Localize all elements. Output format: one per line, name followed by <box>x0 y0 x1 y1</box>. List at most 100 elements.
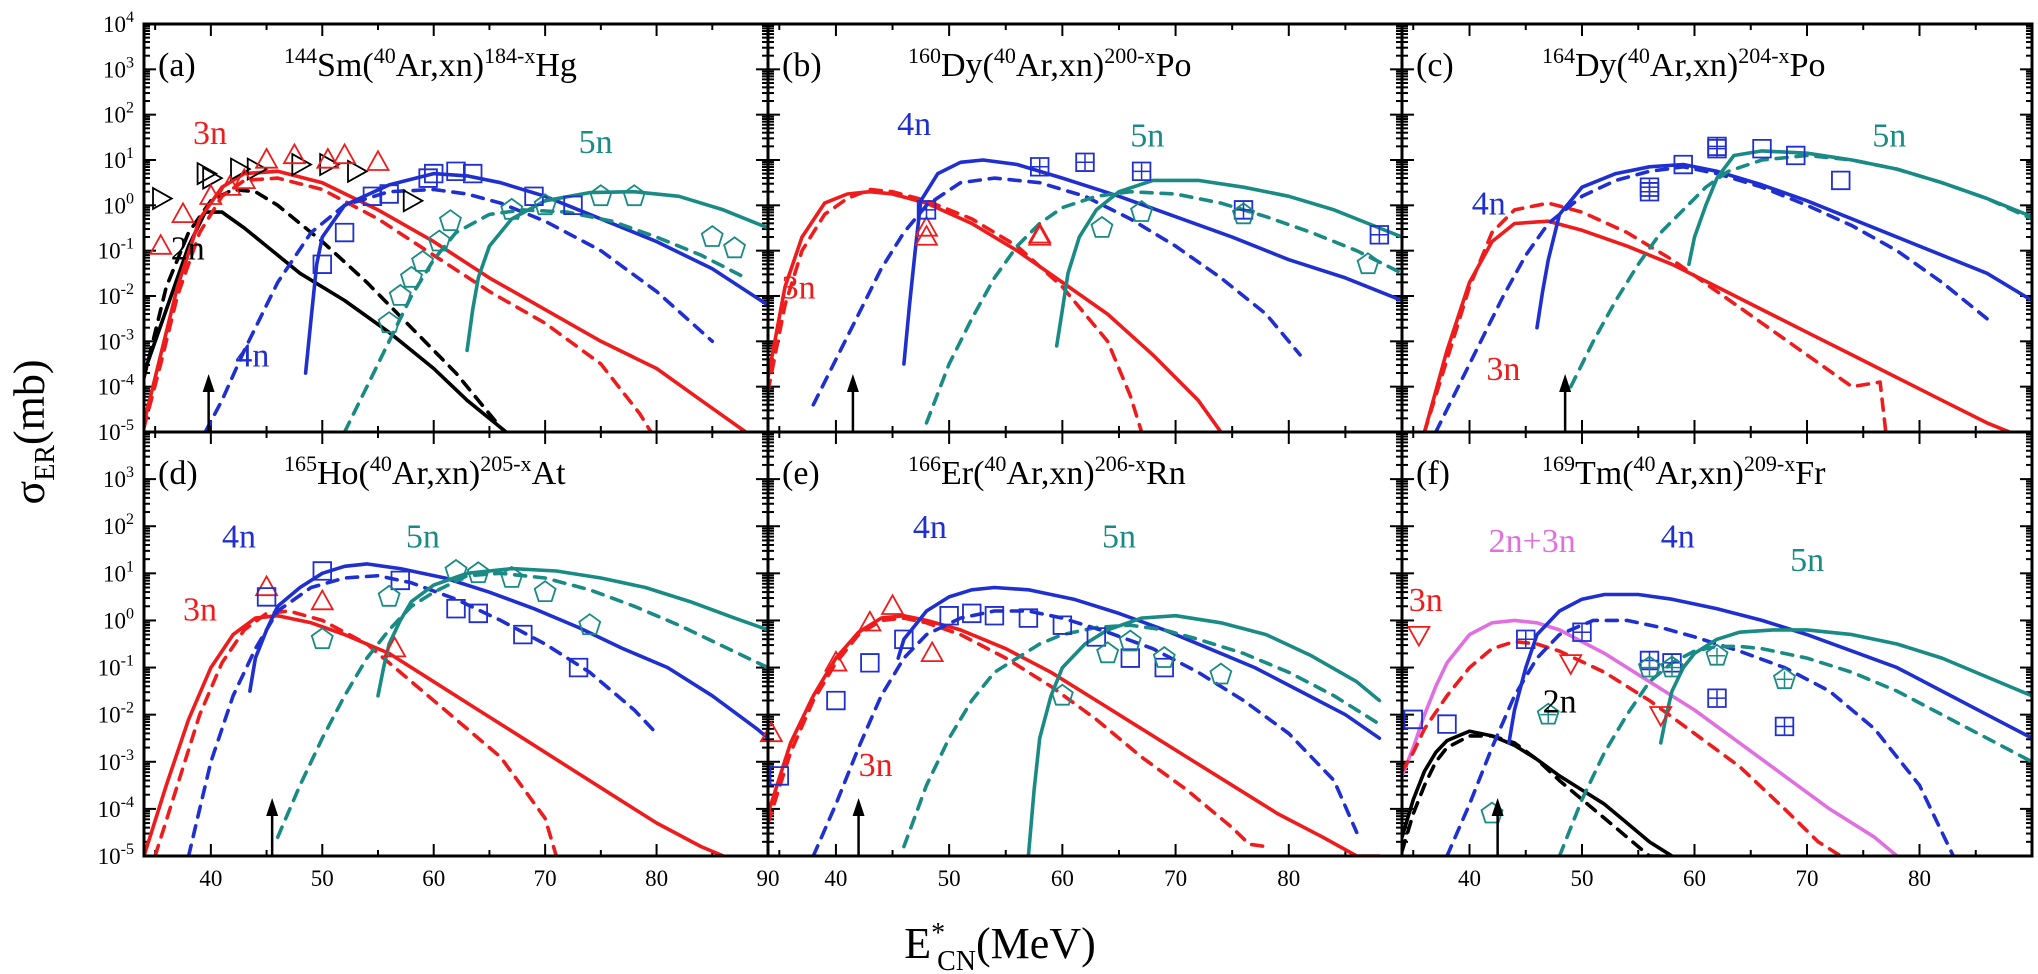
curve-3n-solid <box>768 189 1223 432</box>
curves <box>768 158 1402 432</box>
data-point-3n <box>914 224 939 246</box>
data-point-4n <box>1572 622 1592 642</box>
curve-5n-solid <box>1687 149 2032 267</box>
data-point-5n <box>1705 643 1729 666</box>
data-point-4n <box>312 561 332 581</box>
x-tick-label: 40 <box>199 866 222 891</box>
channel-label-5n: 5n <box>579 124 613 161</box>
data-point-3n <box>857 609 882 632</box>
curves <box>144 169 768 432</box>
data-point-3n <box>1027 221 1052 244</box>
curve-5n-solid <box>1659 628 2032 745</box>
data-point-4n <box>860 653 880 673</box>
data-point-5n <box>1096 641 1120 664</box>
data-point-4n <box>1786 145 1806 166</box>
y-tick-label: 10-4 <box>98 794 134 822</box>
y-tick-label: 103 <box>103 54 134 82</box>
data-point-3n <box>332 142 357 165</box>
x-tick-label: 50 <box>938 866 961 891</box>
y-tick-label: 10-5 <box>98 417 134 445</box>
panel-e: 3n 4n 5n (e) 166Er(40Ar,xn)206-xRn 40 50 60 70 80 <box>759 430 1404 891</box>
data-point-2n <box>152 186 174 211</box>
data-point-5n <box>578 613 602 635</box>
curve-4n-dashed <box>1434 165 1989 432</box>
data-point-5n <box>700 224 724 247</box>
data-point-5n <box>1130 199 1154 222</box>
x-tick-label: 80 <box>645 866 668 891</box>
reaction-title: 164Dy(40Ar,xn)204-xPo <box>1542 43 1825 84</box>
data-point-5n <box>533 580 557 602</box>
x-tick-label: 50 <box>311 866 334 891</box>
channel-label-4n: 4n <box>235 337 269 374</box>
panel-label: (b) <box>782 47 822 84</box>
data-point-4n <box>1639 177 1660 197</box>
data-point-4n <box>939 606 959 626</box>
channel-label-2nplus3n: 2n+3n <box>1489 523 1576 560</box>
data-point-2n <box>291 152 313 177</box>
channel-label-5n: 5n <box>1872 117 1906 154</box>
x-tick-label: 70 <box>534 866 557 891</box>
data-point-4n <box>1752 138 1772 159</box>
markers <box>759 593 1233 786</box>
curve-5n-solid <box>1054 178 1402 348</box>
data-point-3n <box>148 233 173 255</box>
data-point-5n <box>1050 683 1074 706</box>
data-point-4n <box>312 254 332 274</box>
curve-4n-solid <box>896 585 1382 740</box>
data-point-5n <box>1118 629 1142 652</box>
data-point-3n <box>759 720 784 743</box>
data-point-4n <box>1018 608 1039 628</box>
data-point-5n <box>723 236 747 259</box>
data-point-5n <box>533 193 557 216</box>
y-tick-label: 10-4 <box>98 372 134 400</box>
data-point-4n <box>446 598 466 619</box>
y-tick-label: 103 <box>103 464 134 492</box>
data-point-4n <box>524 186 544 206</box>
reaction-title: 166Er(40Ar,xn)206-xRn <box>908 451 1186 492</box>
data-point-3n <box>254 574 279 597</box>
channel-label-3n: 3n <box>1486 351 1520 388</box>
data-point-4n <box>1052 615 1073 635</box>
data-point-5n <box>466 561 490 584</box>
data-point-5n <box>438 209 462 231</box>
channel-label-3n: 3n <box>1409 582 1443 619</box>
channel-label-2n: 2n <box>1543 683 1577 720</box>
data-point-5n <box>427 229 451 252</box>
data-point-4n <box>1707 688 1727 708</box>
data-point-5n <box>377 311 401 333</box>
curve-3n-solid <box>768 613 1382 856</box>
channel-label-3n: 3n <box>183 591 217 628</box>
data-point-2n <box>202 166 224 191</box>
x-axis-label: E* CN(MeV) <box>904 918 1096 974</box>
data-point-4n <box>568 657 589 678</box>
panel-a: 2n 3n 4n 5n (a) 144Sm(40Ar,xn)184-xHg <box>142 22 770 434</box>
data-point-4n <box>894 629 914 649</box>
data-point-3n <box>310 588 335 611</box>
data-point-4n <box>1707 136 1727 157</box>
y-tick-label: 100 <box>103 190 134 218</box>
curve-5n-dashed <box>342 208 748 432</box>
y-tick-label: 104 <box>103 9 134 37</box>
x-tick-label: 60 <box>1683 866 1706 891</box>
data-point-4n <box>468 603 488 624</box>
curve-5n-solid <box>1026 613 1382 856</box>
data-point-5n <box>500 197 524 220</box>
data-point-3n <box>1648 706 1673 728</box>
y-tick-label: 10-3 <box>98 747 134 775</box>
markers <box>148 142 747 333</box>
data-point-4n <box>1075 152 1095 172</box>
y-tick-label: 102 <box>103 100 134 128</box>
data-point-5n <box>388 283 412 306</box>
curves <box>768 585 1382 856</box>
panel-f: 3n 2n+3n 4n 5n 2n (f) 169Tm(40Ar,xn)209-xFr 40 5… <box>1400 430 2034 891</box>
curve-3n-dashed <box>768 187 1144 432</box>
curve-2n-solid <box>1402 729 1674 856</box>
panel-label: (a) <box>158 47 196 84</box>
arrow-head <box>1491 798 1504 816</box>
curves <box>1422 149 2032 432</box>
data-point-5n <box>310 627 334 650</box>
data-point-5n <box>1772 667 1797 690</box>
markers <box>1403 622 1797 824</box>
channel-label-3n: 3n <box>859 747 893 784</box>
